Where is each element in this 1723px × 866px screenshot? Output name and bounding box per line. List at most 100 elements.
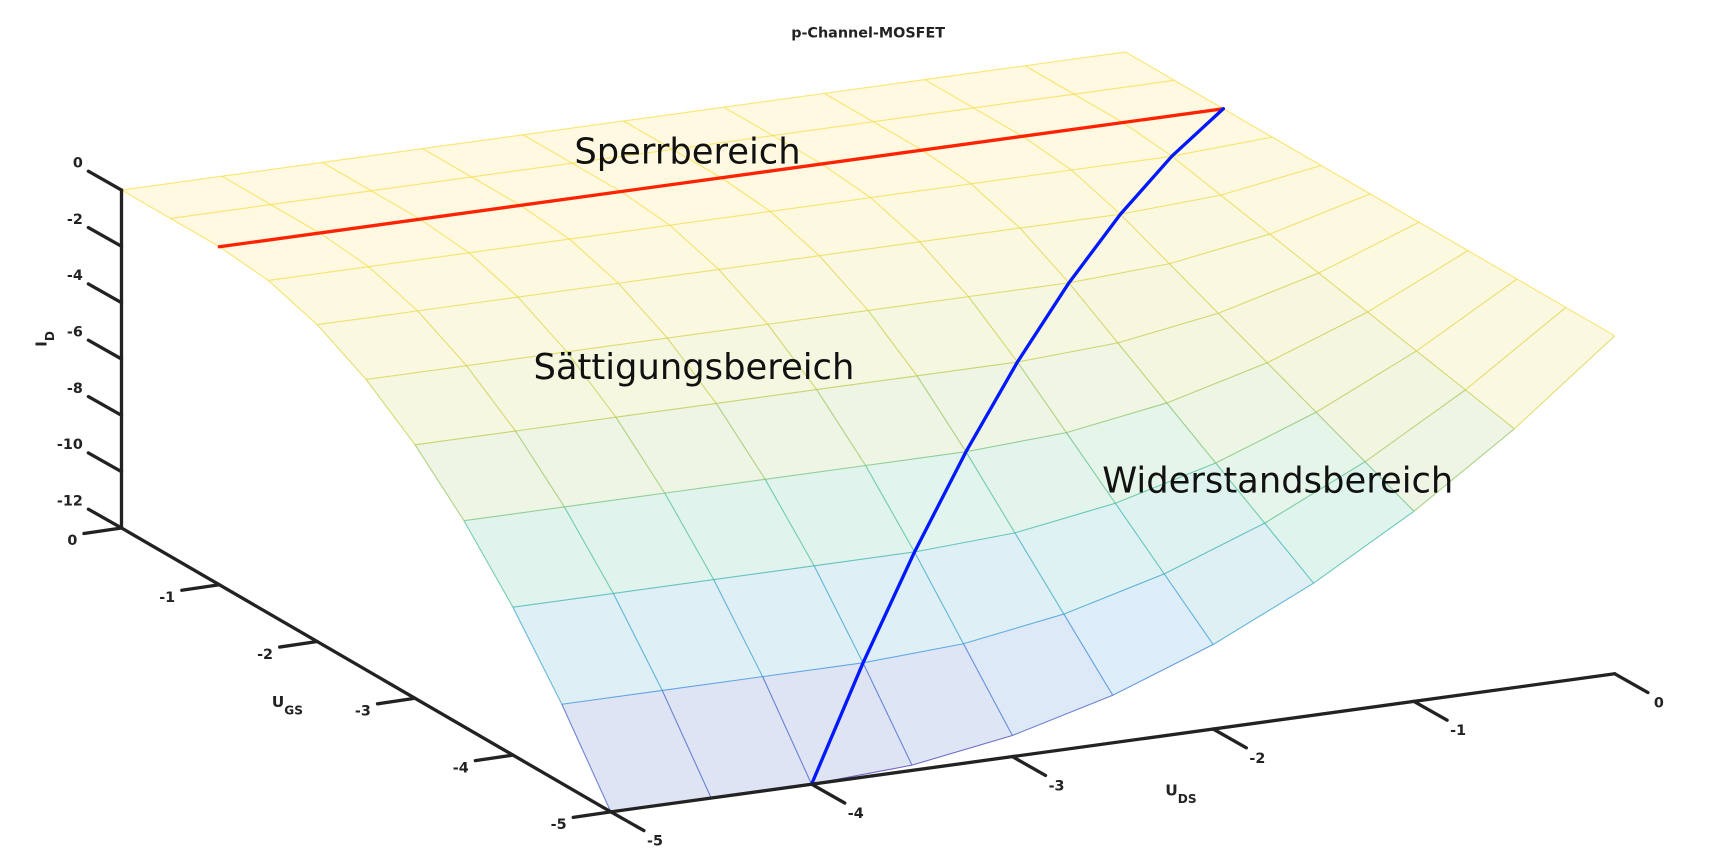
mesh-line xyxy=(1264,522,1314,584)
surface-patch xyxy=(963,614,1113,736)
mesh-line xyxy=(813,565,864,664)
z-tick-label: -6 xyxy=(67,324,83,340)
mesh-line xyxy=(862,643,964,664)
mesh-line xyxy=(1220,194,1271,235)
surface-patch xyxy=(170,204,320,247)
mesh-line xyxy=(422,134,524,150)
mesh-line xyxy=(417,310,467,367)
mesh-line xyxy=(520,204,570,240)
surface-patch xyxy=(1022,122,1172,171)
mesh-line xyxy=(718,269,769,325)
surface-patch xyxy=(466,351,616,432)
surface-patch xyxy=(667,324,817,404)
x-tick-label: -3 xyxy=(1049,778,1065,794)
mesh-line xyxy=(1313,510,1415,584)
surface-patch xyxy=(1316,350,1466,462)
surface-patch xyxy=(965,432,1116,533)
surface-patch xyxy=(618,269,768,339)
mesh-line xyxy=(1163,522,1265,575)
mesh-line xyxy=(316,324,367,380)
mesh-line xyxy=(824,92,874,123)
surface-patch xyxy=(1166,362,1317,464)
mesh-line xyxy=(1171,136,1273,157)
mesh-line xyxy=(219,246,269,281)
mesh-line xyxy=(571,148,673,164)
z-tick-label: -12 xyxy=(57,493,83,509)
mesh-line xyxy=(1019,227,1070,284)
z-tick xyxy=(86,338,124,361)
surface-patch xyxy=(572,149,722,192)
mesh-line xyxy=(965,432,1067,453)
mesh-line xyxy=(723,92,825,108)
mesh-line xyxy=(1014,502,1116,534)
mesh-line xyxy=(1022,135,1072,171)
mesh-line xyxy=(713,579,764,677)
mesh-line xyxy=(463,506,565,522)
surface-patch xyxy=(824,79,974,122)
surface-patch xyxy=(765,465,915,566)
mesh-line xyxy=(1016,361,1067,433)
x-tick xyxy=(609,810,646,833)
mesh-line xyxy=(1220,164,1322,196)
mesh-line xyxy=(963,613,1064,645)
y-tick xyxy=(375,696,417,706)
mesh-line xyxy=(414,430,516,446)
mesh-line xyxy=(1114,502,1165,575)
surface-patch xyxy=(471,163,621,206)
mesh-line xyxy=(1166,402,1217,464)
z-axis-label-sub: D xyxy=(43,331,57,341)
mesh-line xyxy=(762,662,864,678)
mesh-line xyxy=(615,402,717,418)
surface-patch xyxy=(721,163,871,212)
mesh-line xyxy=(623,120,673,150)
mesh-line xyxy=(762,676,813,785)
mesh-line xyxy=(370,190,421,220)
mesh-line xyxy=(1269,233,1319,274)
mesh-line xyxy=(1513,335,1616,430)
mesh-line xyxy=(561,689,663,705)
mesh-line xyxy=(368,266,418,312)
mesh-line xyxy=(1066,402,1167,434)
mesh-line xyxy=(319,232,369,268)
mesh-line xyxy=(1218,272,1319,314)
surface-patch xyxy=(767,310,918,390)
mesh-line xyxy=(618,268,719,284)
mesh-line xyxy=(970,169,1072,185)
y-axis-label: UGS xyxy=(272,693,303,718)
mesh-line xyxy=(716,389,817,404)
mesh-line xyxy=(270,204,321,234)
surface-patch xyxy=(1465,307,1615,429)
mesh-line xyxy=(1212,582,1314,645)
y-tick-label: 0 xyxy=(67,533,77,549)
mesh-line xyxy=(371,176,472,192)
mesh-line xyxy=(515,416,616,432)
surface-patch xyxy=(620,177,771,226)
surface-patch xyxy=(971,170,1121,229)
mesh-line xyxy=(914,551,964,644)
mesh-line xyxy=(468,252,519,298)
mesh-line xyxy=(466,365,516,432)
mesh-line xyxy=(322,148,423,163)
mesh-line xyxy=(973,107,1023,137)
mesh-line xyxy=(1065,432,1116,504)
surface-patch xyxy=(1365,389,1515,512)
mesh-line xyxy=(914,532,1016,553)
region-annotation: Sperrbereich xyxy=(574,132,800,173)
surface-patch xyxy=(417,297,567,366)
mesh-line xyxy=(1565,306,1616,337)
mesh-line xyxy=(170,204,271,219)
z-tick xyxy=(86,225,124,248)
mesh-line xyxy=(366,365,467,381)
mesh-line xyxy=(1168,263,1219,314)
mesh-line xyxy=(1071,155,1172,171)
mesh-line xyxy=(772,121,874,137)
mesh-line xyxy=(1117,312,1219,344)
y-tick xyxy=(277,639,319,649)
surface-patch xyxy=(772,121,923,164)
mesh-line xyxy=(1171,155,1222,196)
mesh-line xyxy=(770,197,871,212)
mesh-line xyxy=(1169,233,1270,265)
x-axis-label-sub: DS xyxy=(1178,792,1197,806)
mesh-line xyxy=(170,217,220,248)
mesh-line xyxy=(569,224,670,240)
